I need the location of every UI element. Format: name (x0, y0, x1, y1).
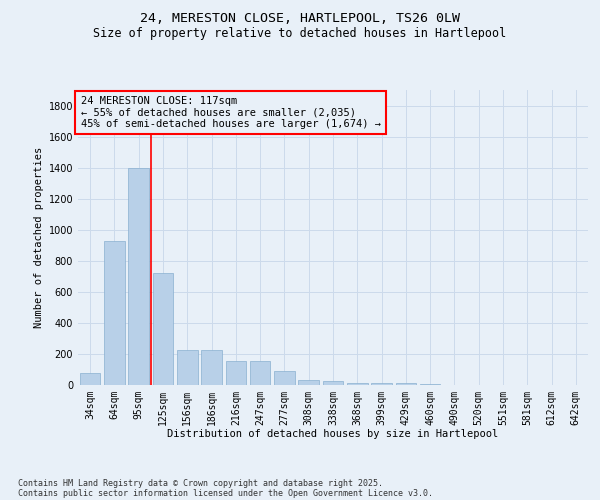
Text: Contains public sector information licensed under the Open Government Licence v3: Contains public sector information licen… (18, 488, 433, 498)
Bar (128, 168, 149, 385)
Bar (420, 384, 440, 385)
Text: 24, MERESTON CLOSE, HARTLEPOOL, TS26 0LW: 24, MERESTON CLOSE, HARTLEPOOL, TS26 0LW (140, 12, 460, 26)
Bar (371, 384, 392, 385)
Bar (298, 380, 319, 385)
Bar (274, 371, 295, 385)
Text: 24 MERESTON CLOSE: 117sqm
← 55% of detached houses are smaller (2,035)
45% of se: 24 MERESTON CLOSE: 117sqm ← 55% of detac… (80, 96, 380, 129)
Text: Contains HM Land Registry data © Crown copyright and database right 2025.: Contains HM Land Registry data © Crown c… (18, 478, 383, 488)
Text: Size of property relative to detached houses in Hartlepool: Size of property relative to detached ho… (94, 28, 506, 40)
Y-axis label: Number of detached properties: Number of detached properties (34, 147, 44, 328)
Bar (395, 384, 416, 385)
Bar (152, 273, 173, 385)
Bar (177, 350, 197, 385)
Bar (104, 240, 125, 385)
Bar (250, 361, 271, 385)
Bar (347, 384, 368, 385)
Bar (226, 361, 246, 385)
Bar (323, 381, 343, 385)
X-axis label: Distribution of detached houses by size in Hartlepool: Distribution of detached houses by size … (167, 430, 499, 440)
Bar (201, 350, 222, 385)
Bar (80, 374, 100, 385)
